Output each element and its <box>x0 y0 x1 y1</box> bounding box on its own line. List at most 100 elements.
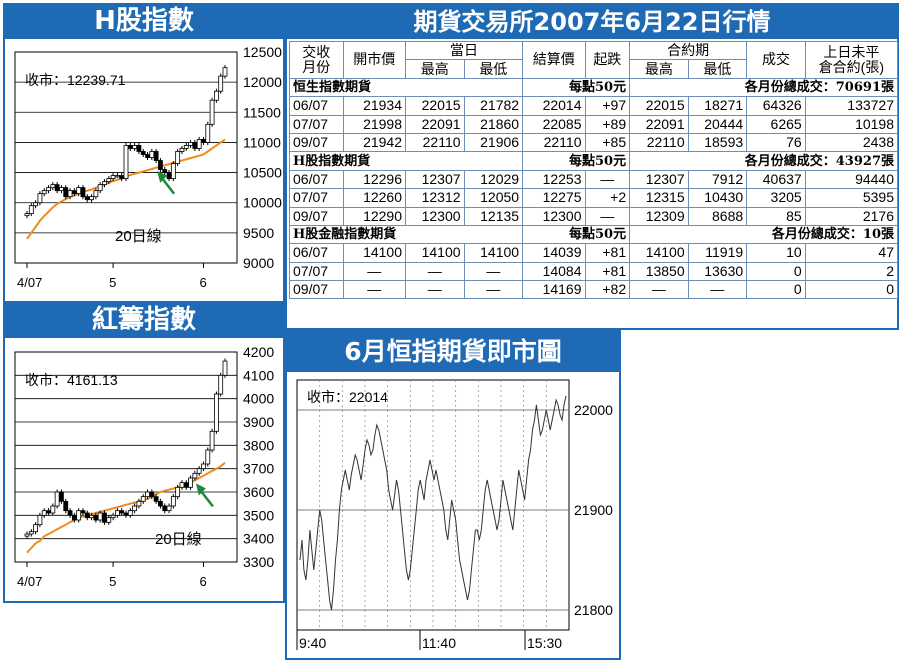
x-tick-label: 6 <box>199 574 206 589</box>
candle-body <box>102 512 107 523</box>
table-cell: 11919 <box>687 243 748 263</box>
table-row: 07/07— — —14084 +81 13850 13630 0 2 <box>289 261 899 282</box>
y-tick-label: 9000 <box>243 255 274 271</box>
table-cell: — <box>629 280 689 300</box>
table-row: 09/07 21942 22110 21906 22110 +85 22110 18593 76… <box>289 132 899 153</box>
table-row: 07/07 12260 12312 12050 12275 +2 12315 10430 320… <box>289 188 899 208</box>
candle-body <box>183 145 189 149</box>
x-tick-label: 6 <box>199 275 206 290</box>
y-tick-label: 10000 <box>243 195 282 211</box>
table-cell: — <box>463 261 524 282</box>
y-tick-label: 4000 <box>243 391 274 407</box>
table-cell: 22014 <box>522 96 586 116</box>
table-cell: 40637 <box>746 169 806 190</box>
candle-body <box>76 187 82 195</box>
y-tick-label: 21900 <box>574 502 613 518</box>
table-cell: — <box>687 280 748 300</box>
ma20-label: 20日線 <box>155 531 202 548</box>
candle-body <box>80 187 86 198</box>
table-cell: 21934 <box>342 96 407 116</box>
table-cell: 12260 <box>342 188 407 208</box>
candle-body <box>127 510 133 516</box>
table-cell: 12135 <box>463 206 524 226</box>
y-tick-label: 10500 <box>243 165 282 181</box>
table-cell: +82 <box>584 280 631 300</box>
futures-table: 交收 月份 開市價 當日 結算價 起跌 合約期 成交 上日未平 倉合約(張) 最高 最低 最高 最低 恒生指… <box>288 40 899 300</box>
table-row: 06/07 12296 12307 12029 12253—12307 7912 40637… <box>289 169 899 190</box>
ma-arrowhead <box>157 170 168 183</box>
y-tick-label: 4100 <box>243 367 274 383</box>
candle-body <box>222 360 228 376</box>
candle-body <box>106 178 112 183</box>
candle-body <box>179 482 185 488</box>
table-cell: 22110 <box>629 132 689 153</box>
candle-body <box>192 142 198 149</box>
candle-body <box>76 510 82 521</box>
candle-body <box>24 213 30 217</box>
table-cell: 7912 <box>687 169 748 190</box>
candle-body <box>179 148 185 152</box>
candle-body <box>201 139 206 143</box>
table-cell: 21860 <box>463 114 524 134</box>
table-cell: 3205 <box>746 188 806 208</box>
table-row: 07/07 21998 22091 21860 22085 +89 22091 20444 62… <box>289 114 899 134</box>
y-tick-label: 9500 <box>243 225 274 241</box>
candle-body <box>149 491 155 498</box>
table-row: 06/07 21934 22015 21782 22014 +97 22015 18271 64… <box>289 96 899 116</box>
table-cell: 18593 <box>687 132 748 153</box>
table-cell: — <box>342 280 407 300</box>
y-tick-label: 3900 <box>243 414 274 430</box>
table-cell: 09/07 <box>289 132 344 153</box>
candle-body <box>153 496 159 502</box>
table-cell: 12307 <box>405 169 465 190</box>
candle-body <box>192 472 198 479</box>
table-cell: 22085 <box>522 114 586 134</box>
table-cell: 21906 <box>463 132 524 153</box>
candle-body <box>102 181 107 186</box>
x-tick-label: 5 <box>109 574 116 589</box>
candle-body <box>41 510 47 516</box>
y-tick-label: 3600 <box>243 484 274 500</box>
candle-body <box>145 154 150 158</box>
candle-body <box>106 517 112 523</box>
section-total: 各月份總成交：43927張 <box>629 151 898 171</box>
candle-body <box>222 67 228 77</box>
table-cell: 12290 <box>342 206 407 226</box>
table-cell: — <box>342 261 407 282</box>
candle-body <box>33 524 39 533</box>
y-tick-label: 3500 <box>243 507 274 523</box>
table-cell: 06/07 <box>289 243 344 263</box>
futures-title: 期貨交易所2007年6月22日行情 <box>287 5 897 39</box>
header-day-low: 最低 <box>463 59 524 79</box>
candle-body <box>183 482 189 488</box>
y-tick-label: 11000 <box>243 134 281 150</box>
table-cell: 12253 <box>522 169 586 190</box>
candle-body <box>110 514 116 519</box>
intraday-title: 6月恒指期貨即市圖 <box>287 332 619 372</box>
table-cell: 10 <box>746 243 806 263</box>
table-cell: 12296 <box>342 169 407 190</box>
table-cell: 12315 <box>629 188 689 208</box>
table-cell: 5395 <box>804 188 899 208</box>
h-index-panel: 12500 12000 11500 11000 10500 10000 9500 9000 4/… <box>3 3 285 303</box>
candle-body <box>205 123 211 143</box>
y-tick-label: 3700 <box>243 461 274 477</box>
candle-body <box>140 496 146 502</box>
candle-body <box>162 169 168 173</box>
candle-body <box>54 491 60 507</box>
candle-body <box>132 145 138 149</box>
ma20-label: 20日線 <box>115 228 162 245</box>
table-cell: +2 <box>584 188 631 208</box>
candle-body <box>37 514 43 526</box>
table-cell: 0 <box>746 280 806 300</box>
table-cell: 22091 <box>629 114 689 134</box>
table-cell: 22015 <box>629 96 689 116</box>
candle-body <box>71 190 77 195</box>
table-cell: 14100 <box>629 243 689 263</box>
candle-body <box>63 187 69 198</box>
section-unit: 每點50元 <box>522 224 631 245</box>
section-row: H股金融指數期貨 每點50元 各月份總成交：10張 <box>288 224 898 245</box>
table-cell: 2 <box>804 261 899 282</box>
header-volume: 成交 <box>746 41 806 79</box>
candle-body <box>149 151 155 158</box>
